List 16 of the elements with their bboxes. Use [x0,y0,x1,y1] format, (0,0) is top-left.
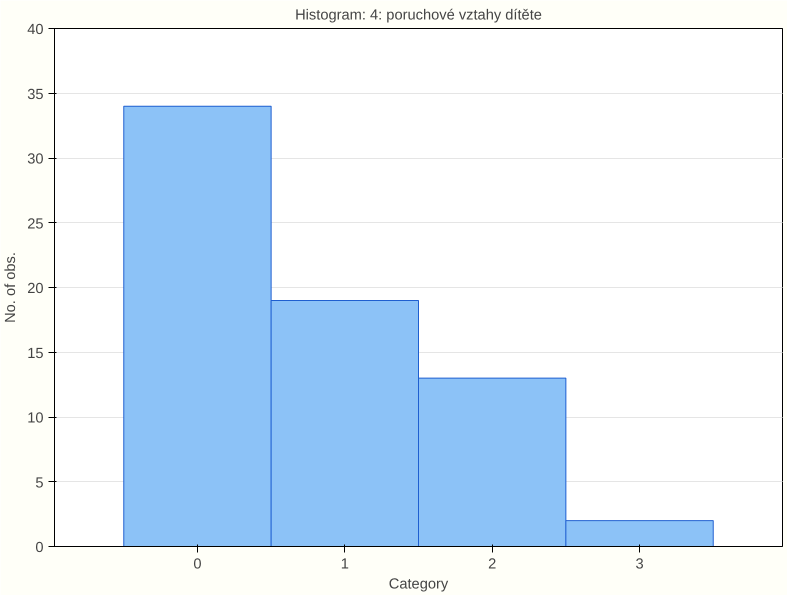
y-tick-label: 30 [27,152,44,168]
y-tick-label: 35 [27,86,44,103]
x-tick-label: 0 [193,556,202,572]
y-tick-label: 40 [27,22,44,38]
chart-title: Histogram: 4: poruchové vztahy dítěte [295,8,542,24]
y-tick-label: 25 [27,216,44,232]
y-tick-label: 15 [27,346,44,362]
y-axis-title: No. of obs. [3,252,20,323]
x-tick-label: 3 [635,556,644,572]
y-tick-label: 10 [27,410,44,426]
x-tick-label: 2 [488,556,496,572]
y-tick-label: 20 [27,281,44,297]
x-axis-title: Category [388,576,449,592]
x-tick-label: 1 [340,556,349,572]
y-tick-label: 5 [35,475,44,492]
y-tick-label: 0 [35,540,44,556]
